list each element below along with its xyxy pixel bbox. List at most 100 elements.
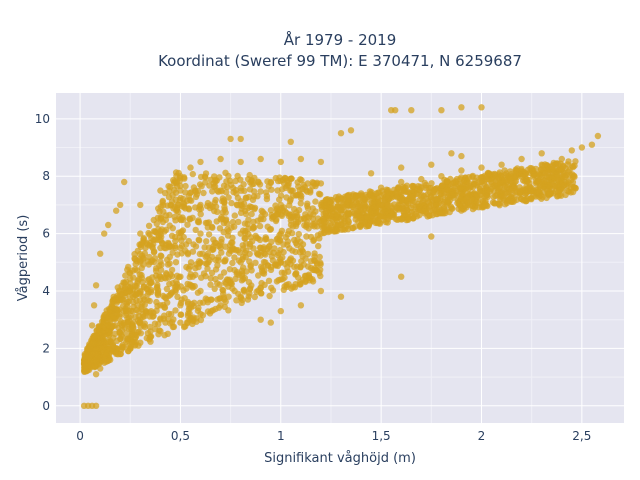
- x-tick-label: 1: [277, 429, 285, 443]
- data-point: [530, 171, 538, 178]
- data-point: [145, 261, 152, 268]
- data-point: [192, 265, 199, 272]
- data-point: [92, 282, 100, 289]
- data-point: [277, 230, 284, 237]
- data-point: [438, 107, 445, 114]
- data-point: [127, 345, 134, 352]
- data-point: [337, 216, 345, 223]
- data-point: [344, 199, 351, 206]
- data-point: [177, 216, 184, 223]
- data-point: [252, 259, 259, 266]
- data-point: [284, 259, 292, 266]
- data-point: [297, 176, 304, 183]
- data-point: [190, 184, 198, 191]
- data-point: [297, 216, 305, 223]
- data-point: [588, 141, 596, 148]
- data-point: [210, 236, 217, 243]
- data-point: [267, 266, 275, 274]
- data-point: [110, 322, 117, 330]
- data-point: [263, 235, 270, 243]
- data-point: [246, 203, 254, 210]
- data-point: [228, 199, 235, 207]
- data-point: [246, 171, 253, 179]
- data-point: [187, 263, 194, 270]
- data-point: [297, 244, 305, 252]
- data-point: [526, 183, 534, 191]
- data-point: [263, 195, 271, 203]
- data-point: [204, 265, 211, 272]
- data-point: [118, 343, 126, 350]
- data-point: [512, 173, 519, 180]
- data-point: [124, 319, 131, 326]
- data-point: [433, 195, 440, 203]
- data-point: [357, 223, 364, 231]
- data-point: [444, 193, 451, 200]
- y-axis-ticks: 0 2 4 6 8 10: [35, 112, 50, 413]
- data-point: [248, 267, 255, 274]
- data-point: [503, 184, 511, 191]
- data-point: [458, 167, 465, 174]
- data-point: [358, 214, 365, 221]
- data-point: [418, 193, 425, 200]
- data-point: [153, 284, 160, 292]
- data-point: [257, 188, 264, 195]
- data-point: [197, 287, 204, 295]
- data-point: [189, 248, 197, 255]
- data-point: [368, 208, 375, 215]
- data-point: [157, 216, 164, 223]
- data-point: [222, 243, 229, 250]
- data-point: [384, 202, 391, 209]
- data-point: [201, 244, 208, 251]
- data-point: [395, 184, 402, 192]
- data-point: [498, 161, 505, 168]
- data-point: [117, 318, 125, 325]
- data-point: [484, 187, 491, 194]
- data-point: [277, 201, 284, 209]
- data-point: [113, 207, 120, 214]
- data-point: [541, 189, 548, 196]
- data-point: [438, 187, 445, 194]
- data-point: [272, 202, 279, 209]
- data-point: [268, 284, 275, 291]
- data-point: [196, 237, 203, 244]
- data-point: [408, 193, 415, 200]
- data-point: [425, 184, 432, 192]
- data-point: [496, 200, 503, 207]
- data-point: [217, 273, 224, 280]
- data-point: [147, 333, 154, 341]
- data-point: [208, 296, 215, 303]
- data-point: [475, 199, 482, 206]
- data-point: [265, 277, 273, 284]
- data-point: [144, 296, 151, 304]
- data-point: [151, 320, 159, 327]
- data-point: [244, 296, 252, 303]
- data-point: [392, 107, 399, 114]
- data-point: [538, 166, 545, 173]
- data-point: [164, 299, 171, 306]
- data-point: [171, 213, 178, 221]
- data-point: [208, 223, 216, 230]
- data-point: [231, 212, 238, 219]
- data-point: [427, 202, 435, 209]
- data-point: [130, 303, 137, 311]
- data-point: [276, 196, 283, 203]
- data-point: [386, 213, 393, 220]
- data-point: [351, 223, 359, 230]
- data-point: [233, 190, 240, 197]
- data-point: [219, 195, 226, 202]
- data-point: [107, 338, 115, 345]
- data-point: [132, 283, 139, 290]
- data-point: [549, 180, 556, 187]
- data-point: [242, 210, 250, 218]
- data-point: [463, 196, 470, 203]
- data-point: [177, 187, 184, 194]
- data-point: [177, 194, 184, 202]
- data-point: [398, 196, 405, 203]
- data-point: [217, 155, 224, 163]
- data-point: [184, 221, 191, 228]
- data-point: [115, 324, 122, 332]
- data-point: [114, 284, 122, 291]
- data-point: [366, 191, 373, 199]
- data-point: [137, 287, 144, 295]
- data-point: [298, 192, 305, 200]
